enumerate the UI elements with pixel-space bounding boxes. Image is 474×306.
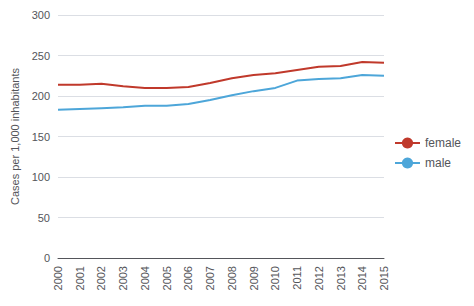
svg-text:2015: 2015 [378,266,390,290]
svg-text:2008: 2008 [226,266,238,290]
svg-text:male: male [425,156,451,170]
svg-text:2011: 2011 [291,266,303,290]
svg-text:2006: 2006 [182,266,194,290]
svg-text:100: 100 [32,171,50,183]
svg-text:0: 0 [44,252,50,264]
svg-text:2003: 2003 [117,266,129,290]
svg-text:2012: 2012 [313,266,325,290]
svg-text:2013: 2013 [335,266,347,290]
svg-text:Cases per 1,000 inhabitants: Cases per 1,000 inhabitants [9,68,21,205]
svg-text:2004: 2004 [139,266,151,290]
svg-text:250: 250 [32,50,50,62]
svg-text:200: 200 [32,90,50,102]
svg-text:2001: 2001 [74,266,86,290]
svg-text:2010: 2010 [269,266,281,290]
svg-text:150: 150 [32,131,50,143]
svg-text:50: 50 [38,212,50,224]
svg-text:2002: 2002 [95,266,107,290]
svg-text:2000: 2000 [52,266,64,290]
svg-text:female: female [425,136,461,150]
svg-text:2007: 2007 [204,266,216,290]
svg-text:2009: 2009 [248,266,260,290]
svg-text:300: 300 [32,9,50,21]
svg-text:2014: 2014 [356,266,368,290]
svg-text:2005: 2005 [161,266,173,290]
